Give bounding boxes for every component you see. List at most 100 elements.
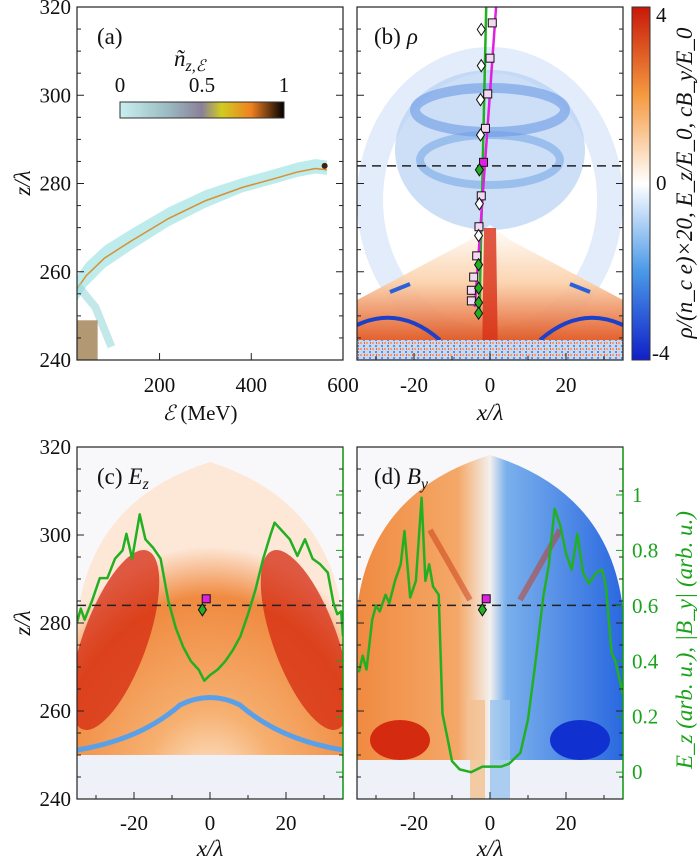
square-marker: [466, 296, 476, 306]
xlabel-unit: (MeV): [175, 401, 237, 425]
y-tick-label: 240: [40, 348, 72, 372]
x-tick-label: 20: [556, 373, 577, 397]
spectrum-tip: [321, 162, 328, 169]
diamond-marker: [474, 196, 484, 211]
panel-b-label: (b) ρ: [374, 24, 418, 49]
green-tick-label: 1: [632, 483, 643, 507]
green-axis-label: E_z (arb. u.), |B_y| (arb. u.): [672, 511, 697, 770]
colorbar-a-title: ñz,ℰ: [174, 46, 208, 75]
panel-c-xlabel: x/λ: [196, 836, 224, 861]
diamond-marker: [477, 602, 488, 617]
spectrum-ridge-line: [77, 167, 328, 290]
x-tick-label: 400: [236, 373, 268, 397]
panel-d-label: (d) By: [374, 464, 429, 493]
green-tick-label: 0.8: [632, 538, 658, 562]
green-profile-curve: [357, 496, 623, 774]
green-tick-label: 0.4: [632, 649, 659, 673]
y-tick-label: 320: [40, 0, 72, 19]
field-colorbar-label: ρ/(n_c e)×20, E_z/E_0, cB_y/E_0: [672, 27, 697, 339]
diamond-marker: [476, 58, 486, 73]
panel-a-ylabel: z/λ: [10, 170, 35, 196]
diamond-marker: [474, 162, 484, 177]
x-tick-label: 600: [327, 373, 359, 397]
green-profile-curve: [77, 513, 343, 682]
diamond-marker: [473, 306, 484, 321]
square-marker: [480, 123, 490, 133]
low-energy-patch: [77, 320, 98, 360]
green-tick-label: 0.2: [632, 705, 658, 729]
x-tick-label: 20: [556, 811, 577, 835]
panel-d-xlabel: x/λ: [476, 836, 504, 861]
field-colorbar-tick: 0: [656, 171, 667, 195]
x-tick-label: 200: [144, 373, 176, 397]
x-tick-label: 0: [485, 811, 496, 835]
field-colorbar-tick: -4: [652, 341, 670, 365]
y-tick-label: 260: [40, 699, 72, 723]
panel-c-label: (c) Ez: [97, 464, 150, 493]
ez-field-map: [77, 447, 343, 799]
panel-b-symbol: ρ: [406, 24, 418, 49]
diamond-marker: [475, 128, 486, 142]
field-colorbar: [631, 6, 651, 361]
y-tick-label: 320: [40, 435, 72, 459]
spectrum-map: [77, 159, 328, 360]
green-tick-label: 0.6: [632, 594, 658, 618]
square-marker: [485, 53, 495, 63]
square-marker: [483, 89, 493, 99]
field-colorbar-tick: 4: [656, 3, 667, 27]
x-tick-label: 0: [485, 373, 496, 397]
green-tick-label: 0: [632, 760, 643, 784]
x-tick-label: -20: [400, 811, 428, 835]
diamond-marker: [476, 22, 486, 37]
y-tick-label: 280: [40, 611, 72, 635]
spectrum-band: [77, 159, 327, 301]
panel-a-xlabel: ℰ (MeV): [162, 401, 237, 425]
x-tick-label: -20: [400, 373, 428, 397]
panel-c-symbol: E: [128, 464, 143, 489]
colorbar-a-title-main: ñ: [174, 46, 186, 71]
panel-a-frame: [76, 6, 344, 361]
y-tick-label: 260: [40, 260, 72, 284]
panel-c-symbol-sub: z: [142, 476, 150, 493]
colorbar-a-tick: 0.5: [189, 73, 215, 97]
panel-b-letter: (b): [374, 24, 401, 49]
diamond-marker: [197, 602, 208, 617]
x-tick-label: 0: [205, 811, 216, 835]
panel-b: (b) ρ x/λ 4 0 -4 ρ/(n_c e)×20, E_z/E_0, c…: [356, 3, 697, 425]
colorbar-a-tick: 1: [279, 73, 290, 97]
panel-c-ylabel: z/λ: [10, 610, 35, 636]
square-marker: [466, 285, 476, 295]
panel-c: (c) Ez z/λ x/λ: [10, 446, 344, 861]
green-axis-ticks: 0 0.2 0.4 0.6 0.8 1: [336, 483, 659, 784]
panel-a-label: (a): [97, 24, 123, 49]
square-marker: [201, 594, 211, 604]
diamond-marker: [473, 257, 484, 272]
colorbar-a: [119, 101, 285, 119]
by-profile: [357, 496, 623, 774]
x-tick-label: -20: [120, 811, 148, 835]
xlabel-symbol: ℰ: [162, 401, 177, 425]
y-tick-label: 280: [40, 172, 72, 196]
panel-d: (d) By x/λ 0 0.2 0.4 0.6 0.8 1 E_z (arb. u.), …: [336, 446, 697, 861]
panel-b-xlabel: x/λ: [476, 400, 504, 425]
square-marker: [481, 594, 491, 604]
panel-c-letter: (c): [97, 464, 123, 489]
by-field-map: [357, 447, 623, 799]
panel-d-letter: (d): [374, 464, 401, 489]
square-marker: [479, 157, 489, 167]
x-tick-label: 20: [276, 811, 297, 835]
diamond-marker: [473, 281, 484, 295]
ez-profile: [77, 513, 343, 682]
diamond-marker: [475, 92, 486, 107]
y-tick-label: 240: [40, 787, 72, 811]
square-marker: [487, 18, 497, 28]
y-tick-label: 300: [40, 83, 72, 107]
y-tick-label: 300: [40, 523, 72, 547]
diamond-marker: [473, 228, 484, 243]
colorbar-a-title-sub: z,ℰ: [185, 58, 208, 75]
panel-a: (a) ñz,ℰ 0 0.5 1 z/λ ℰ (MeV): [10, 6, 344, 425]
trajectory-markers: [466, 7, 498, 321]
panel-d-symbol-sub: y: [419, 476, 429, 493]
